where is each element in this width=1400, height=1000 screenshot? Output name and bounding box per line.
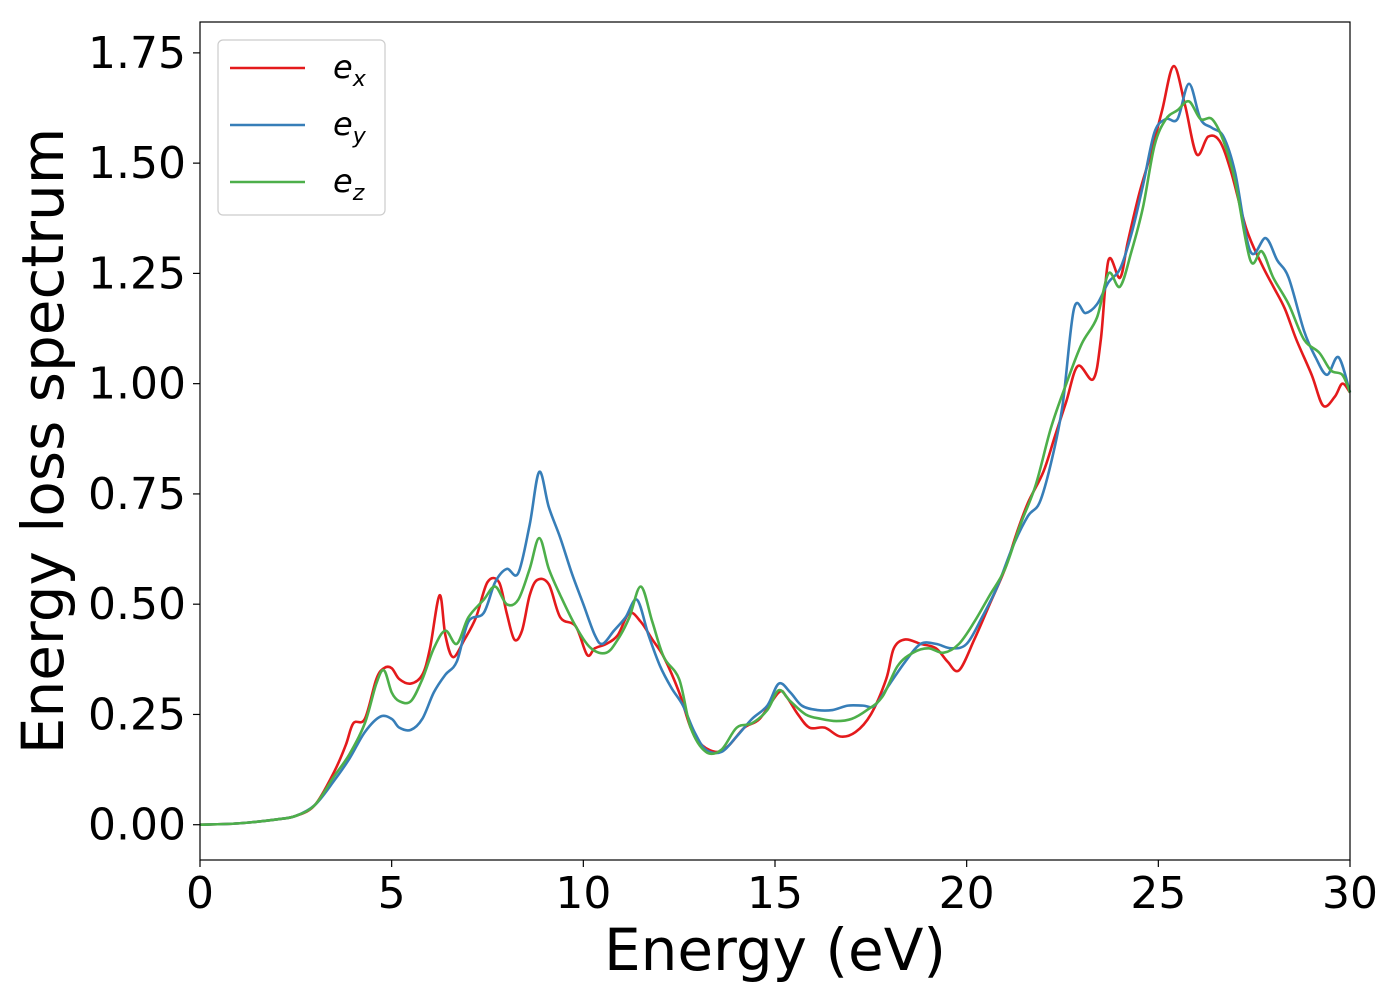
series-layer <box>199 64 1352 827</box>
series-line-e_z <box>199 99 1352 827</box>
x-axis-title: Energy (eV) <box>604 916 946 984</box>
series-line-e_y <box>199 82 1352 827</box>
y-axis-title: Energy loss spectrum <box>9 128 77 754</box>
y-tick-label: 0.25 <box>88 689 186 740</box>
y-tick-label: 1.75 <box>88 28 186 79</box>
x-tick-label: 25 <box>1130 868 1186 919</box>
y-axis: 0.00 0.25 0.50 0.75 1.00 1.25 1.50 1.75 <box>88 28 200 851</box>
x-tick-label: 15 <box>747 868 803 919</box>
y-tick-label: 0.00 <box>88 800 186 851</box>
y-tick-label: 0.75 <box>88 469 186 520</box>
x-axis: 0 5 10 15 20 25 30 <box>186 860 1378 919</box>
legend-label-e_y: ey <box>333 105 367 149</box>
x-tick-label: 20 <box>939 868 995 919</box>
x-tick-label: 5 <box>378 868 406 919</box>
x-tick-label: 30 <box>1322 868 1378 919</box>
y-tick-label: 0.50 <box>88 579 186 630</box>
x-tick-label: 0 <box>186 868 214 919</box>
x-tick-label: 10 <box>555 868 611 919</box>
y-tick-label: 1.25 <box>88 248 186 299</box>
y-tick-label: 1.00 <box>88 359 186 410</box>
y-tick-label: 1.50 <box>88 138 186 189</box>
legend-box <box>217 39 386 216</box>
